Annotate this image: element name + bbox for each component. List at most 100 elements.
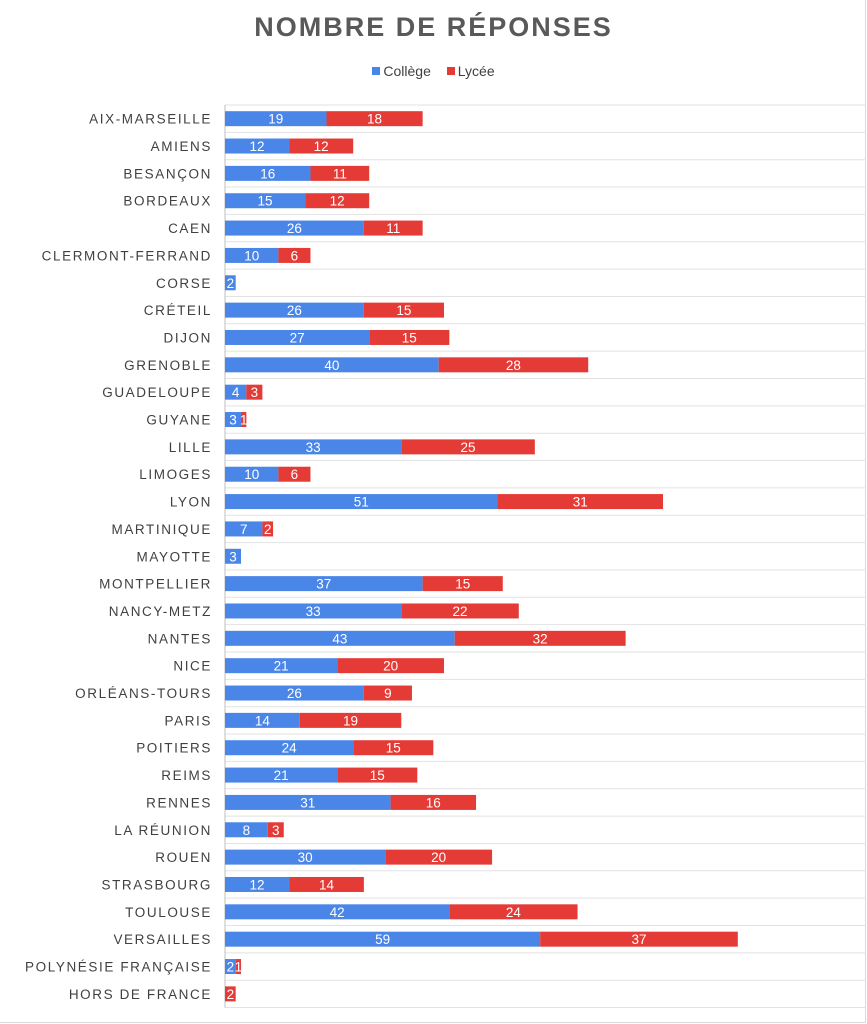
category-label-corse: CORSE [156,276,212,291]
category-label-besancon: BESANÇON [123,166,212,181]
bar-college-clermont-ferrand [225,247,279,263]
bar-lycee-montpellier [422,576,503,592]
bar-lycee-besancon [310,165,370,181]
category-label-grenoble: GRENOBLE [124,358,212,373]
bar-lycee-nice [337,658,445,674]
category-label-caen: CAEN [168,221,212,236]
bar-lycee-poitiers [353,740,434,756]
bar-lycee-martinique [262,521,274,537]
bar-lycee-bordeaux [305,193,370,209]
bar-college-strasbourg [225,876,290,892]
bar-lycee-toulouse [449,904,578,920]
data-label-lycee-bordeaux: 12 [330,194,345,209]
category-label-strasbourg: STRASBOURG [101,877,212,892]
data-label-lycee-reims: 15 [370,768,385,783]
data-label-lycee-la-reunion: 3 [272,823,280,838]
data-label-college-poitiers: 24 [282,741,298,756]
data-label-college-guyane: 3 [229,413,237,428]
data-label-lycee-aix-marseille: 18 [367,112,382,127]
data-label-lycee-caen: 11 [386,221,400,236]
data-label-lycee-orleans-tours: 9 [384,686,392,701]
bar-college-nancy-metz [225,603,402,619]
bar-college-la-reunion [225,822,268,838]
data-label-college-montpellier: 37 [316,577,331,592]
data-label-lycee-versailles: 37 [631,932,646,947]
data-label-college-lyon: 51 [354,495,369,510]
data-label-college-reims: 21 [274,768,289,783]
category-label-hors-de-france: HORS DE FRANCE [69,987,212,1002]
bar-lycee-creteil [363,302,445,318]
bar-college-martinique [225,521,263,537]
bar-college-nantes [225,630,455,646]
data-label-college-nancy-metz: 33 [306,604,321,619]
data-label-lycee-martinique: 2 [264,522,272,537]
bar-lycee-rennes [390,794,477,810]
bar-lycee-reims [337,767,418,783]
data-label-lycee-clermont-ferrand: 6 [291,248,299,263]
legend-item-college: Collège [372,63,431,79]
category-label-toulouse: TOULOUSE [125,905,212,920]
category-label-limoges: LIMOGES [139,467,212,482]
bar-college-amiens [225,138,290,154]
bar-lycee-clermont-ferrand [278,247,311,263]
data-label-college-la-reunion: 8 [243,823,251,838]
data-label-college-strasbourg: 12 [250,877,265,892]
data-label-lycee-nantes: 32 [533,631,548,646]
bar-lycee-guyane [241,412,247,428]
data-label-lycee-strasbourg: 14 [319,877,335,892]
data-label-college-corse: 2 [227,276,235,291]
bar-college-lyon [225,494,498,510]
bar-lycee-guadeloupe [246,384,263,400]
category-label-rennes: RENNES [146,795,212,810]
data-label-college-versailles: 59 [375,932,390,947]
data-label-college-martinique: 7 [240,522,248,537]
category-label-rouen: ROUEN [155,850,212,865]
bar-college-orleans-tours [225,685,364,701]
bar-lycee-amiens [289,138,354,154]
bar-college-lille [225,439,402,455]
data-label-college-caen: 26 [287,221,302,236]
data-label-lycee-poitiers: 15 [386,741,401,756]
legend-swatch-college [372,67,381,75]
bar-college-poitiers [225,740,354,756]
data-label-lycee-guyane: 1 [240,413,248,428]
bar-lycee-limoges [278,466,311,482]
category-label-montpellier: MONTPELLIER [99,577,212,592]
bar-lycee-nantes [454,630,626,646]
bar-college-toulouse [225,904,450,920]
bar-lycee-polynesie-francaise [235,959,242,975]
bar-college-dijon [225,329,370,345]
data-label-college-rennes: 31 [300,795,315,810]
category-label-guadeloupe: GUADELOUPE [102,385,212,400]
bar-lycee-grenoble [438,357,589,373]
bar-college-caen [225,220,364,236]
data-label-college-mayotte: 3 [229,549,237,564]
bar-college-creteil [225,302,364,318]
data-label-college-clermont-ferrand: 10 [244,248,259,263]
bar-lycee-aix-marseille [326,111,423,127]
bar-lycee-orleans-tours [363,685,412,701]
legend-item-lycee: Lycée [446,63,495,79]
category-label-orleans-tours: ORLÉANS-TOURS [75,686,212,701]
category-label-dijon: DIJON [164,330,213,345]
chart-title: NOMBRE DE RÉPONSES [254,12,613,42]
bar-college-guadeloupe [225,384,247,400]
data-label-lycee-paris: 19 [343,713,358,728]
category-label-poitiers: POITIERS [136,741,212,756]
data-label-lycee-nice: 20 [383,659,398,674]
bar-lycee-strasbourg [289,876,364,892]
category-label-martinique: MARTINIQUE [111,522,212,537]
bar-lycee-dijon [369,329,450,345]
data-label-lycee-guadeloupe: 3 [251,385,259,400]
data-label-lycee-lyon: 31 [573,495,588,510]
category-label-mayotte: MAYOTTE [137,549,212,564]
bar-lycee-rouen [385,849,493,865]
category-label-guyane: GUYANE [146,413,212,428]
data-label-lycee-toulouse: 24 [506,905,522,920]
bar-college-grenoble [225,357,439,373]
category-label-la-reunion: LA RÉUNION [114,823,212,838]
category-label-amiens: AMIENS [151,139,212,154]
category-label-aix-marseille: AIX-MARSEILLE [89,112,212,127]
data-label-lycee-hors-de-france: 2 [227,987,235,1002]
